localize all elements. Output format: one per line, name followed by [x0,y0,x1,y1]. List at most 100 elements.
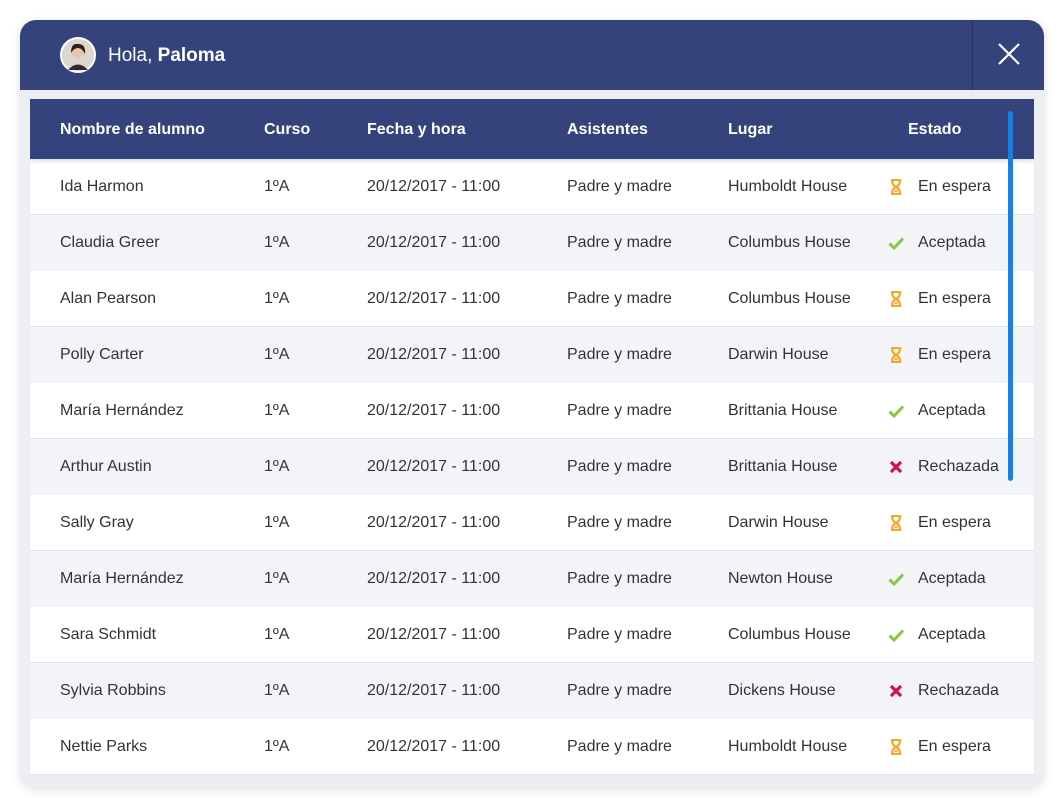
cell: Nettie Parks [60,738,148,755]
status-text: En espera [918,290,991,307]
user-name: Paloma [157,45,226,66]
status-text: En espera [918,178,991,195]
cell: 1ºA [264,234,290,251]
cell: 20/12/2017 - 11:00 [367,178,501,195]
status-icon [890,347,902,363]
status-icon [889,684,903,698]
cell: 1ºA [264,570,290,587]
modal: Hola, Paloma Nombre de alumno Curso Fecha … [20,20,1044,788]
cell: Padre y madre [567,402,672,419]
status-icon [890,739,902,755]
cell: Columbus House [728,290,851,307]
column-header: Nombre de alumno [60,121,205,138]
cell: Padre y madre [567,234,672,251]
table-row[interactable]: Polly Carter 1ºA 20/12/2017 - 11:00 Padre y… [30,327,1034,383]
table-row[interactable]: María Hernández 1ºA 20/12/2017 - 11:00 Padr… [30,383,1034,439]
cell: 20/12/2017 - 11:00 [367,346,501,363]
cell: Padre y madre [567,626,672,643]
cell: Sally Gray [60,514,134,531]
table-row[interactable]: María Hernández 1ºA 20/12/2017 - 11:00 Padr… [30,551,1034,607]
column-header: Estado [908,121,962,138]
cell: 20/12/2017 - 11:00 [367,626,501,643]
cell: Ida Harmon [60,178,144,195]
cell: 1ºA [264,514,290,531]
table-row[interactable]: Ida Harmon 1ºA 20/12/2017 - 11:00 Padre y m… [30,159,1034,215]
cell: Polly Carter [60,346,144,363]
cell: Darwin House [728,514,829,531]
status-icon [888,237,904,251]
status-text: Rechazada [918,458,999,475]
cell: Arthur Austin [60,458,152,475]
cell: Darwin House [728,346,829,363]
column-header: Asistentes [567,121,648,138]
cell: 20/12/2017 - 11:00 [367,458,501,475]
cell: 1ºA [264,290,290,307]
status-text: Aceptada [918,570,986,587]
table-row[interactable]: Nettie Parks 1ºA 20/12/2017 - 11:00 Padre y… [30,719,1034,775]
top-bar: Hola, Paloma [20,20,1044,90]
cell: Humboldt House [728,178,848,195]
status-icon [890,515,902,531]
cell: Newton House [728,570,833,587]
cell: Padre y madre [567,570,672,587]
table-row[interactable]: Alan Pearson 1ºA 20/12/2017 - 11:00 Padre y… [30,271,1034,327]
column-header: Lugar [728,121,773,138]
status-text: En espera [918,514,991,531]
column-header: Curso [264,121,311,138]
cell: Columbus House [728,234,851,251]
status-text: Aceptada [918,234,986,251]
cell: Humboldt House [728,738,848,755]
cell: 20/12/2017 - 11:00 [367,682,501,699]
cell: Padre y madre [567,738,672,755]
table-row[interactable]: Arthur Austin 1ºA 20/12/2017 - 11:00 Padre … [30,439,1034,495]
table-header: Nombre de alumno Curso Fecha y hora Asisten… [30,99,1034,159]
table-row[interactable]: Sally Gray 1ºA 20/12/2017 - 11:00 Padre y m… [30,495,1034,551]
cell: Brittania House [728,458,838,475]
table-row[interactable]: Sylvia Robbins 1ºA 20/12/2017 - 11:00 Padre… [30,663,1034,719]
greeting: Hola, Paloma [108,45,225,67]
cell: 1ºA [264,346,290,363]
cell: Padre y madre [567,178,672,195]
cell: 20/12/2017 - 11:00 [367,234,501,251]
cell: Sylvia Robbins [60,682,166,699]
table-row[interactable]: Claudia Greer 1ºA 20/12/2017 - 11:00 Padre … [30,215,1034,271]
cell: 1ºA [264,458,290,475]
status-text: Aceptada [918,402,986,419]
cell: María Hernández [60,402,184,419]
cell: 1ºA [264,178,290,195]
status-icon [890,291,902,307]
status-icon [888,629,904,643]
greeting-text: Hola, [108,45,153,66]
cell: 1ºA [264,738,290,755]
cell: Brittania House [728,402,838,419]
cell: 20/12/2017 - 11:00 [367,290,501,307]
cell: 20/12/2017 - 11:00 [367,738,501,755]
avatar[interactable] [60,37,96,73]
cell: Padre y madre [567,458,672,475]
status-icon [888,405,904,419]
cell: 1ºA [264,626,290,643]
cell: Dickens House [728,682,836,699]
status-text: En espera [918,346,991,363]
cell: 20/12/2017 - 11:00 [367,514,501,531]
cell: Padre y madre [567,346,672,363]
status-icon [889,460,903,474]
close-button[interactable] [972,20,1044,90]
cell: 1ºA [264,682,290,699]
table: Nombre de alumno Curso Fecha y hora Asisten… [30,99,1034,775]
status-icon [890,179,902,195]
cell: 1ºA [264,402,290,419]
close-icon [998,43,1020,65]
column-header: Fecha y hora [367,121,466,138]
cell: María Hernández [60,570,184,587]
table-row[interactable]: Sara Schmidt 1ºA 20/12/2017 - 11:00 Padre y… [30,607,1034,663]
scrollbar[interactable] [1008,111,1013,481]
cell: Sara Schmidt [60,626,157,643]
status-text: Aceptada [918,626,986,643]
cell: Padre y madre [567,290,672,307]
cell: 20/12/2017 - 11:00 [367,402,501,419]
cell: Columbus House [728,626,851,643]
status-icon [888,573,904,587]
cell: Padre y madre [567,682,672,699]
